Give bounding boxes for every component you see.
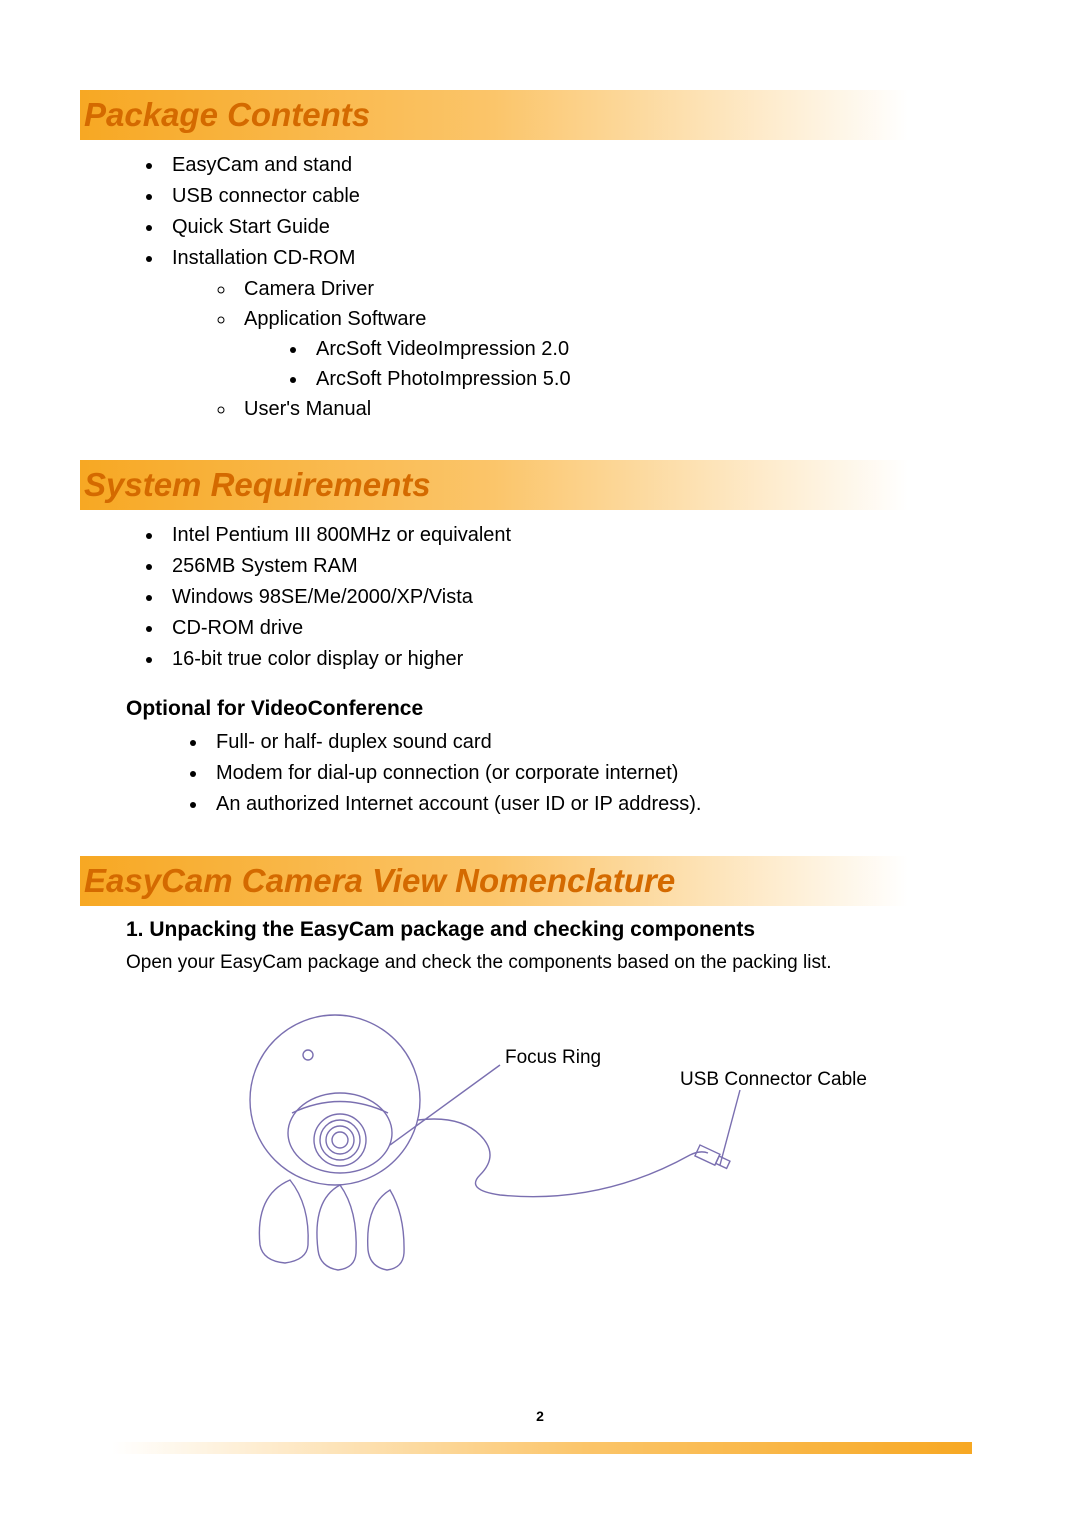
list-item: ArcSoft VideoImpression 2.0 [308,334,1000,364]
list-item: CD-ROM drive [164,613,1000,644]
list-item: Full- or half- duplex sound card [208,727,1000,758]
heading-system-requirements: System Requirements [80,460,1000,510]
app-software-sublist: ArcSoft VideoImpression 2.0 ArcSoft Phot… [244,334,1000,394]
subheading-optional-videoconference: Optional for VideoConference [126,697,1000,721]
heading-package-contents: Package Contents [80,90,1000,140]
list-item: Windows 98SE/Me/2000/XP/Vista [164,582,1000,613]
list-item: EasyCam and stand [164,150,1000,181]
camera-diagram: Focus Ring USB Connector Cable [80,1005,1000,1295]
list-item: Quick Start Guide [164,212,1000,243]
list-item: Camera Driver [236,274,1000,304]
list-item: USB connector cable [164,181,1000,212]
label-usb-cable: USB Connector Cable [680,1069,867,1090]
heading-nomenclature: EasyCam Camera View Nomenclature [80,856,1000,906]
footer-gradient-bar [112,1442,972,1454]
optional-videoconference-list: Full- or half- duplex sound card Modem f… [80,727,1000,820]
list-item: 16-bit true color display or higher [164,644,1000,675]
list-item: Installation CD-ROM Camera Driver Applic… [164,243,1000,424]
list-item: Application Software ArcSoft VideoImpres… [236,304,1000,394]
list-item: Intel Pentium III 800MHz or equivalent [164,520,1000,551]
list-item: User's Manual [236,394,1000,424]
step-body-unpacking: Open your EasyCam package and check the … [126,950,1000,977]
list-item: ArcSoft PhotoImpression 5.0 [308,364,1000,394]
list-item: 256MB System RAM [164,551,1000,582]
package-contents-list: EasyCam and stand USB connector cable Qu… [80,150,1000,424]
cdrom-sublist: Camera Driver Application Software ArcSo… [172,274,1000,424]
page-number: 2 [0,1408,1080,1424]
label-focus-ring: Focus Ring [505,1047,601,1068]
step-heading-unpacking: 1. Unpacking the EasyCam package and che… [126,918,1000,942]
camera-svg: Focus Ring USB Connector Cable [200,1005,880,1295]
list-item: An authorized Internet account (user ID … [208,789,1000,820]
system-requirements-list: Intel Pentium III 800MHz or equivalent 2… [80,520,1000,675]
list-item: Modem for dial-up connection (or corpora… [208,758,1000,789]
